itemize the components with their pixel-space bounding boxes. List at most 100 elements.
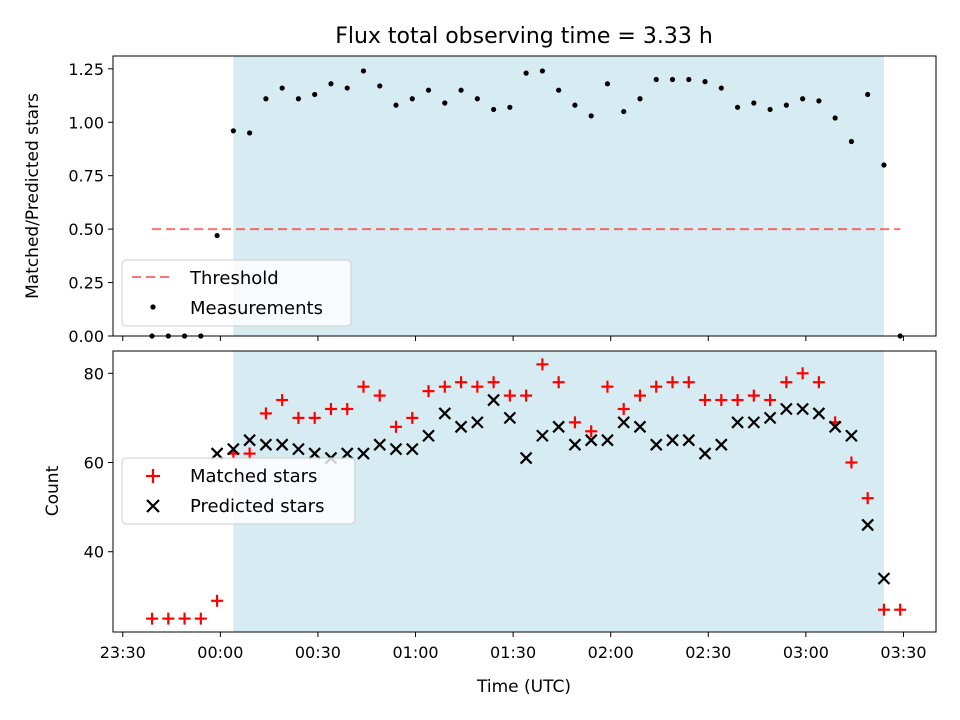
predicted-star-point bbox=[633, 420, 647, 434]
marker-stroke bbox=[812, 407, 826, 420]
matched-star-point bbox=[764, 394, 777, 407]
measurement-point bbox=[458, 87, 464, 93]
predicted-star-point bbox=[292, 442, 305, 456]
y-tick-label: 80 bbox=[84, 364, 104, 383]
matched-star-point bbox=[877, 603, 890, 616]
bottom-panel: 40 60 80 23:30 00:00 00:30 01:00 01:30 02:00 02:… bbox=[43, 350, 937, 697]
marker-stroke bbox=[503, 411, 517, 425]
y-tick-label: 0.00 bbox=[68, 327, 104, 346]
measurement-point bbox=[767, 106, 773, 113]
chart-title: Flux total observing time = 3.33 h bbox=[335, 24, 713, 49]
marker-stroke bbox=[617, 416, 630, 429]
marker-stroke bbox=[877, 572, 891, 585]
predicted-star-point bbox=[454, 420, 468, 434]
measurement-point bbox=[816, 98, 822, 104]
predicted-star-point bbox=[698, 447, 712, 460]
bottom-legend-box bbox=[121, 457, 356, 525]
marker-stroke bbox=[780, 402, 793, 416]
predicted-star-point bbox=[584, 433, 598, 447]
predicted-star-point bbox=[275, 438, 289, 451]
marker-stroke bbox=[389, 442, 403, 456]
measurement-point bbox=[604, 81, 611, 87]
legend-predicted-label: Predicted stars bbox=[190, 496, 324, 517]
matched-star-point bbox=[601, 380, 614, 393]
measurement-point bbox=[734, 104, 741, 110]
matched-star-point bbox=[861, 492, 874, 505]
matched-star-point bbox=[178, 612, 191, 625]
measurement-point bbox=[832, 115, 838, 121]
matched-star-point bbox=[650, 380, 663, 393]
predicted-star-point bbox=[519, 451, 533, 465]
marker-stroke bbox=[698, 447, 712, 460]
predicted-star-point bbox=[210, 447, 224, 460]
predicted-star-point bbox=[357, 447, 370, 460]
measurement-point bbox=[393, 102, 399, 108]
matched-star-point bbox=[422, 385, 435, 398]
marker-stroke bbox=[731, 416, 744, 429]
y-tick-label: 0.50 bbox=[68, 220, 104, 239]
marker-stroke bbox=[227, 442, 240, 456]
marker-stroke bbox=[649, 438, 663, 451]
predicted-star-point bbox=[308, 447, 321, 460]
matched-star-point bbox=[276, 394, 289, 407]
matched-star-point bbox=[308, 411, 321, 424]
marker-stroke bbox=[454, 420, 468, 434]
measurement-point bbox=[718, 85, 724, 91]
matched-star-point bbox=[699, 394, 712, 407]
predicted-star-point bbox=[422, 429, 435, 443]
measurement-point bbox=[247, 130, 253, 136]
measurement-point bbox=[295, 96, 302, 102]
matched-star-point bbox=[747, 389, 760, 402]
predicted-star-point bbox=[259, 438, 273, 451]
measurement-point bbox=[588, 113, 594, 119]
x-tick-label: 00:30 bbox=[295, 643, 341, 662]
predicted-star-point bbox=[845, 429, 858, 443]
x-tick-label: 23:30 bbox=[100, 643, 146, 662]
bottom-y-axis-label: Count bbox=[43, 465, 63, 516]
measurement-point bbox=[474, 96, 480, 102]
measurement-point bbox=[523, 70, 529, 76]
bottom-panel-frame bbox=[112, 350, 937, 633]
predicted-star-point bbox=[877, 572, 891, 585]
top-panel-frame bbox=[112, 55, 937, 337]
top-y-axis-label: Matched/Predicted stars bbox=[23, 93, 43, 299]
y-tick-label: 40 bbox=[84, 543, 104, 562]
marker-stroke bbox=[584, 433, 598, 447]
y-tick-label: 0.75 bbox=[68, 167, 104, 186]
measurement-point bbox=[490, 106, 497, 113]
matched-star-point bbox=[568, 416, 581, 429]
predicted-star-point bbox=[796, 402, 809, 416]
matched-star-point bbox=[780, 376, 793, 389]
legend-measurements-swatch bbox=[150, 304, 156, 310]
predicted-star-point bbox=[828, 420, 842, 434]
marker-stroke bbox=[796, 402, 809, 416]
marker-stroke bbox=[715, 438, 728, 451]
predicted-star-point bbox=[601, 433, 614, 447]
marker-stroke bbox=[438, 407, 452, 420]
marker-stroke bbox=[861, 518, 874, 532]
predicted-star-point bbox=[649, 438, 663, 451]
measurement-point bbox=[572, 102, 578, 108]
matched-star-point bbox=[438, 380, 451, 393]
measurement-point bbox=[669, 76, 676, 83]
matched-star-point bbox=[536, 358, 549, 371]
matched-star-point bbox=[585, 425, 598, 438]
x-axis-label: Time (UTC) bbox=[476, 677, 571, 697]
measurement-point bbox=[230, 128, 236, 134]
marker-stroke bbox=[308, 447, 321, 460]
legend-threshold-label: Threshold bbox=[189, 268, 279, 289]
x-tick-label: 03:30 bbox=[880, 643, 926, 662]
y-tick-label: 1.00 bbox=[68, 113, 104, 132]
measurement-point bbox=[556, 87, 562, 93]
measurement-point bbox=[409, 96, 415, 102]
bottom-x-axis: 23:30 00:00 00:30 01:00 01:30 02:00 02:30 03:00… bbox=[100, 632, 927, 662]
matched-star-point bbox=[715, 394, 728, 407]
predicted-star-point bbox=[405, 442, 419, 456]
marker-stroke bbox=[763, 411, 777, 425]
top-x-ticks bbox=[122, 336, 904, 341]
measurement-point bbox=[360, 68, 367, 74]
measurement-point bbox=[686, 76, 692, 83]
y-tick-label: 1.25 bbox=[68, 60, 104, 79]
measurement-point bbox=[214, 232, 220, 239]
